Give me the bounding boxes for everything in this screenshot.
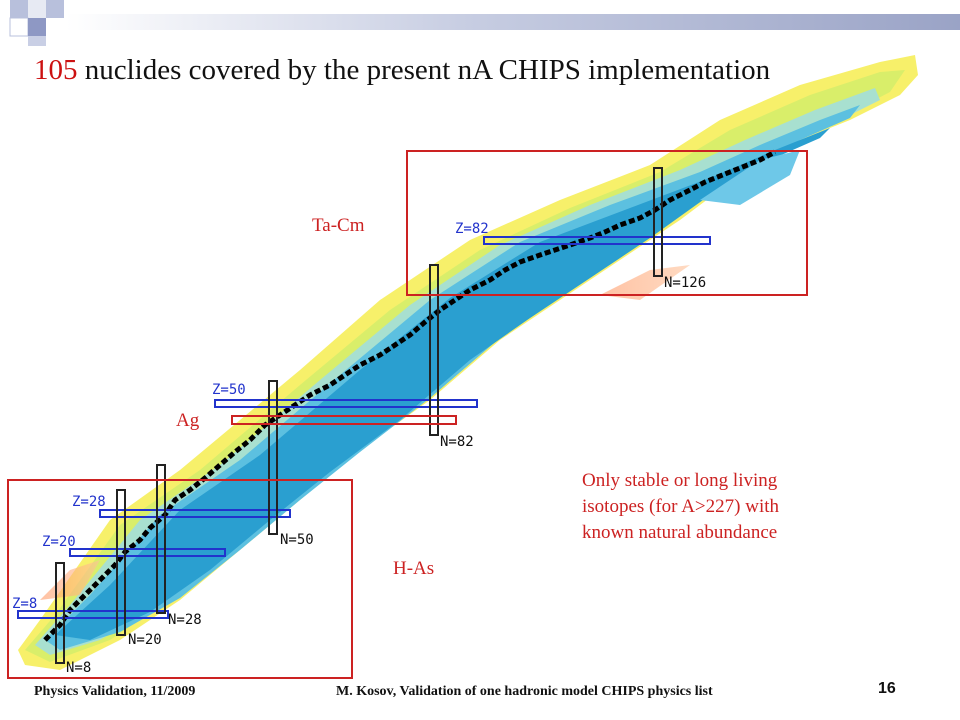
footer-center: M. Kosov, Validation of one hadronic mod…	[336, 684, 713, 699]
label-n20: N=20	[128, 632, 162, 648]
note-line-1: Only stable or long living	[582, 470, 778, 491]
magic-proton-lines	[17, 236, 711, 619]
magic-neutron-lines	[55, 167, 663, 664]
label-z50: Z=50	[212, 382, 246, 398]
ag-label: Ag	[176, 410, 200, 431]
title-number: 105	[34, 54, 78, 86]
label-n8: N=8	[66, 660, 92, 676]
chart-background-bands	[18, 55, 918, 670]
ta-cm-region-box	[406, 150, 808, 296]
label-n126: N=126	[664, 275, 707, 291]
footer-left: Physics Validation, 11/2009	[34, 684, 196, 699]
label-z28: Z=28	[72, 494, 106, 510]
label-z20: Z=20	[42, 534, 76, 550]
note-line-3: known natural abundance	[582, 522, 778, 543]
page-number: 16	[878, 680, 896, 697]
label-n50: N=50	[280, 532, 314, 548]
h-as-region-box	[7, 479, 353, 679]
ta-cm-label: Ta-Cm	[312, 215, 365, 236]
note-line-2: isotopes (for A>227) with	[582, 496, 780, 517]
stability-line	[43, 149, 777, 642]
label-z82: Z=82	[455, 221, 489, 237]
corner-decoration	[9, 0, 64, 46]
header-bar	[66, 14, 960, 30]
label-n82: N=82	[440, 434, 474, 450]
label-n28: N=28	[168, 612, 202, 628]
h-as-label: H-As	[393, 558, 435, 579]
abundance-note: Only stable or long living isotopes (for…	[582, 468, 779, 546]
slide-title: 105 nuclides covered by the present nA C…	[34, 54, 770, 87]
title-text: nuclides covered by the present nA CHIPS…	[77, 54, 771, 86]
ag-highlight	[231, 415, 457, 425]
label-z8: Z=8	[12, 596, 38, 612]
